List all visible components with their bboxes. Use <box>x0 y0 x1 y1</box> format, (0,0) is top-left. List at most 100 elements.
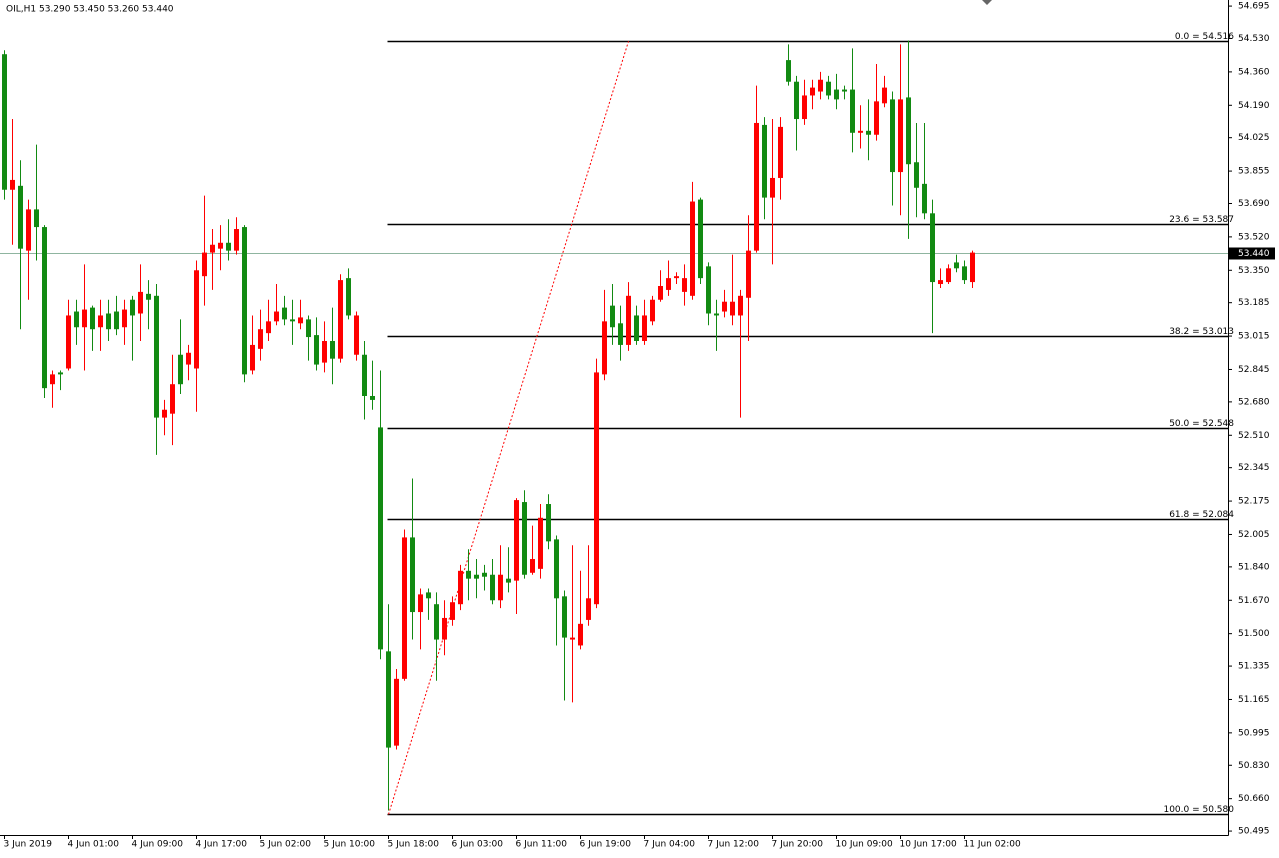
candle-body <box>130 299 135 316</box>
candle-body <box>738 295 743 316</box>
candle-body <box>410 537 415 613</box>
candle-body <box>10 179 15 190</box>
candle-body <box>378 427 383 650</box>
y-tick-label: 51.165 <box>1238 695 1270 705</box>
candle-body <box>138 291 143 314</box>
candle-body <box>490 574 495 601</box>
y-tick-label: 53.855 <box>1238 167 1270 177</box>
candle-body <box>338 280 343 359</box>
candle-body <box>346 278 351 316</box>
candle-body <box>154 295 159 418</box>
candle-body <box>178 354 183 385</box>
candle-body <box>58 372 63 375</box>
candle-body <box>970 252 975 283</box>
candle-body <box>298 317 303 324</box>
candle-body <box>746 250 751 298</box>
y-tick-label: 54.695 <box>1238 2 1270 12</box>
y-tick-label: 54.530 <box>1238 34 1270 44</box>
y-tick-label: 53.350 <box>1238 266 1270 276</box>
y-tick-label: 52.345 <box>1238 463 1270 473</box>
current-price-label: 53.440 <box>1238 249 1270 259</box>
candle-body <box>474 574 479 579</box>
candle-body <box>698 199 703 279</box>
x-tick-label: 10 Jun 09:00 <box>836 840 893 850</box>
candle-body <box>714 313 719 316</box>
candle-body <box>730 301 735 316</box>
y-tick-label: 53.015 <box>1238 332 1270 342</box>
candle-body <box>722 301 727 312</box>
candle-body <box>514 500 519 581</box>
x-tick-label: 5 Jun 10:00 <box>324 840 376 850</box>
candle-body <box>290 319 295 322</box>
candle-body <box>866 130 871 135</box>
candle-body <box>914 162 919 188</box>
candle-body <box>546 504 551 542</box>
candle-body <box>938 280 943 285</box>
y-tick-label: 51.500 <box>1238 629 1270 639</box>
candle-body <box>322 340 327 363</box>
candle-body <box>274 311 279 322</box>
candle-body <box>762 124 767 198</box>
x-tick-label: 6 Jun 11:00 <box>516 840 568 850</box>
candle-body <box>306 319 311 338</box>
candle-body <box>34 209 39 228</box>
candle-body <box>810 87 815 96</box>
y-tick-label: 54.190 <box>1238 101 1270 111</box>
candle-body <box>946 268 951 283</box>
candle-body <box>634 315 639 341</box>
y-tick-label: 50.495 <box>1238 827 1270 837</box>
candle-body <box>250 344 255 371</box>
x-tick-label: 7 Jun 20:00 <box>772 840 824 850</box>
candle-body <box>114 311 119 330</box>
fib-trendline <box>388 41 629 815</box>
candle-body <box>418 594 423 613</box>
candle-body <box>882 87 887 104</box>
x-tick-label: 5 Jun 02:00 <box>260 840 312 850</box>
chart-shift-marker <box>982 0 992 5</box>
candle-body <box>282 307 287 320</box>
candle-body <box>642 315 647 341</box>
candle-body <box>802 95 807 120</box>
candle-body <box>170 384 175 414</box>
y-tick-label: 51.840 <box>1238 562 1270 572</box>
header: OIL,H1 53.290 53.450 53.260 53.440 <box>6 5 174 15</box>
fib-level-label: 61.8 = 52.084 <box>1169 510 1234 520</box>
fib-level-label: 23.6 = 53.587 <box>1169 215 1234 225</box>
candle-body <box>466 570 471 579</box>
candle-body <box>258 329 263 349</box>
candle-body <box>234 229 239 251</box>
candle-body <box>98 315 103 328</box>
candle-body <box>778 126 783 178</box>
y-tick-label: 50.995 <box>1238 728 1270 738</box>
y-tick-label: 50.660 <box>1238 794 1270 804</box>
fib-level-label: 38.2 = 53.013 <box>1169 327 1234 337</box>
y-tick-label: 50.830 <box>1238 761 1270 771</box>
y-tick-label: 52.175 <box>1238 497 1270 507</box>
candle-body <box>442 617 447 640</box>
candle-body <box>674 276 679 279</box>
candle-body <box>66 315 71 369</box>
candle-body <box>506 578 511 583</box>
candle-body <box>530 559 535 573</box>
candle-body <box>962 266 967 281</box>
y-tick-label: 52.845 <box>1238 365 1270 375</box>
y-tick-label: 52.005 <box>1238 530 1270 540</box>
candle-body <box>586 598 591 620</box>
candle-body <box>50 374 55 385</box>
candle-body <box>426 592 431 599</box>
candle-body <box>146 293 151 300</box>
candle-body <box>706 266 711 314</box>
fib-level-label: 50.0 = 52.548 <box>1169 419 1234 429</box>
x-tick-label: 4 Jun 01:00 <box>68 840 120 850</box>
candle-body <box>874 101 879 135</box>
candle-body <box>482 572 487 577</box>
candle-body <box>498 574 503 601</box>
candle-body <box>594 372 599 605</box>
current-price-tag <box>1229 247 1275 260</box>
candle-body <box>218 242 223 249</box>
candle-body <box>922 183 927 214</box>
y-tick-label: 52.510 <box>1238 431 1270 441</box>
candle-body <box>794 81 799 120</box>
candle-body <box>370 395 375 400</box>
